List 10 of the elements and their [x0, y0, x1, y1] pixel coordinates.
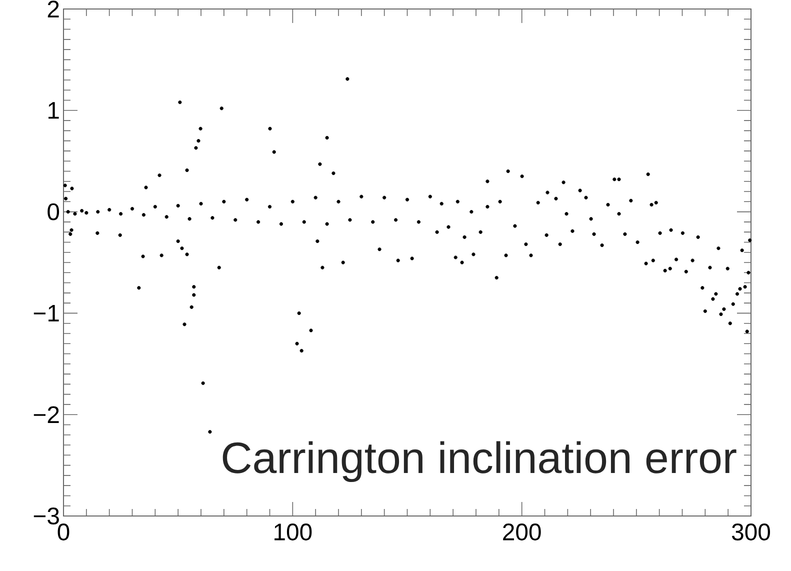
x-tick-label: 300 — [732, 524, 770, 540]
annotation: Carrington inclination error — [222, 441, 736, 482]
y-tick-label: 2 — [48, 0, 59, 18]
y-tick-label: −1 — [34, 304, 59, 322]
x-tick-label: 200 — [503, 524, 541, 540]
y-tick-label: −3 — [34, 508, 59, 524]
x-tick-label: 100 — [274, 524, 312, 540]
y-tick-label: −2 — [34, 406, 59, 423]
y-tick-label: 0 — [48, 203, 60, 220]
y-tick-label: 1 — [48, 102, 59, 119]
